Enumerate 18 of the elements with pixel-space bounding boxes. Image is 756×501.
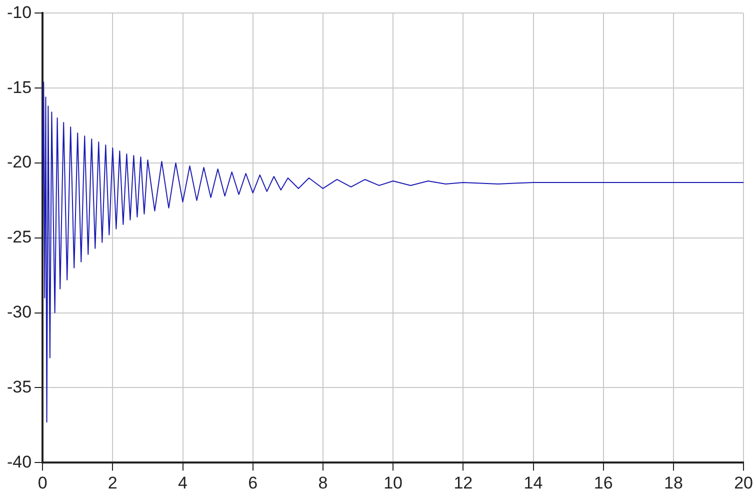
x-tick-label: 6 — [248, 473, 258, 492]
y-tick-label: -35 — [6, 377, 32, 396]
x-tick-label: 18 — [664, 473, 683, 492]
x-tick-label: 20 — [734, 473, 754, 492]
x-tick-label: 2 — [108, 473, 118, 492]
y-tick-label: -25 — [6, 228, 32, 247]
x-tick-label: 16 — [594, 473, 613, 492]
x-tick-label: 10 — [384, 473, 403, 492]
y-tick-label: -30 — [6, 302, 32, 322]
y-tick-label: -40 — [6, 452, 32, 472]
y-tick-label: -10 — [6, 2, 32, 22]
x-tick-label: 4 — [178, 473, 188, 492]
x-tick-label: 0 — [38, 473, 48, 492]
x-tick-label: 12 — [454, 473, 473, 492]
y-tick-label: -20 — [6, 152, 32, 172]
y-tick-label: -15 — [6, 78, 32, 97]
x-tick-label: 8 — [318, 473, 328, 492]
x-tick-label: 14 — [524, 473, 543, 492]
